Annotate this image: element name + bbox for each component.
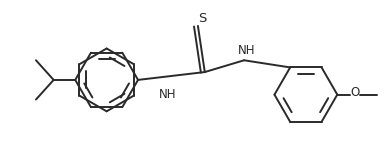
Text: NH: NH: [159, 88, 176, 101]
Text: NH: NH: [238, 44, 256, 57]
Text: O: O: [350, 86, 360, 99]
Text: S: S: [198, 12, 206, 25]
